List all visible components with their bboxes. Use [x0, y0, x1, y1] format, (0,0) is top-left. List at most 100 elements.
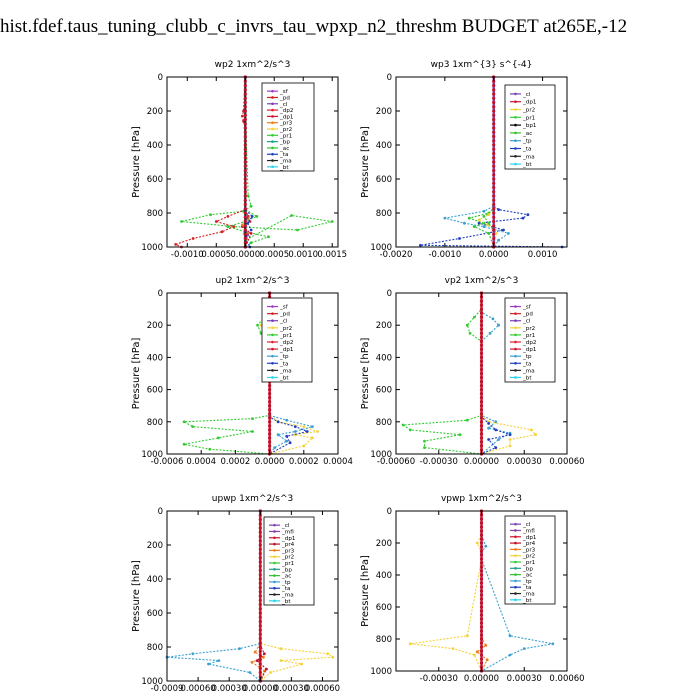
zero-profile-marker [258, 636, 262, 641]
legend-marker [273, 561, 276, 565]
y-tick-label: 200 [376, 321, 392, 331]
y-tick-label: 400 [376, 141, 392, 151]
x-tick-label: -0.0010 [428, 250, 461, 260]
series-point-ta [250, 215, 254, 218]
legend-marker [271, 347, 274, 351]
series-point-tp [482, 209, 486, 213]
series-point-ta [249, 228, 253, 232]
zero-profile-marker [258, 530, 262, 534]
zero-profile-marker [479, 525, 484, 529]
series-point-pr1 [256, 323, 259, 327]
chart-panel-2: wp3 1xm^{3} s^{-4} Pressure [hPa] 0 200 400 6… [360, 60, 568, 260]
x-tick-label: 0.00000 [464, 457, 499, 467]
x-tick-label: 0.00060 [181, 684, 216, 694]
zero-profile-marker [479, 609, 484, 613]
series-line-tp [269, 293, 315, 455]
y-tick-label: 800 [376, 418, 392, 428]
zero-profile-marker [492, 156, 496, 160]
series-line-ta [420, 77, 563, 248]
zero-profile-marker [492, 160, 496, 164]
legend-entry: _ma [279, 368, 292, 374]
series-point-tp [276, 433, 280, 437]
legend-entry: _ta [522, 147, 531, 153]
zero-profile-marker [268, 440, 272, 444]
zero-profile-marker [479, 645, 484, 649]
series-point-ta [494, 446, 498, 449]
y-tick-label: 0 [158, 73, 163, 83]
y-tick-label: 800 [376, 635, 392, 645]
chart-title: wp2 1xm^2/s^3 [215, 60, 291, 70]
series-point-pr3 [241, 223, 244, 227]
zero-profile-marker [492, 105, 496, 109]
zero-profile-marker [258, 675, 262, 679]
zero-profile-marker [258, 624, 262, 628]
y-tick-label: 600 [376, 603, 392, 613]
zero-profile-marker [243, 173, 247, 177]
zero-profile-marker [492, 134, 496, 139]
zero-profile-marker [492, 92, 496, 96]
zero-profile-marker [268, 432, 272, 436]
series-point-tp [487, 426, 490, 430]
zero-profile-marker [243, 215, 247, 219]
y-tick-label: 200 [147, 321, 163, 331]
legend-entry: _pr3 [522, 547, 536, 553]
zero-profile-marker [479, 315, 484, 319]
zero-profile-marker [492, 83, 496, 88]
zero-profile-marker [243, 232, 247, 236]
zero-profile-marker [258, 670, 262, 675]
series-point-pr1 [468, 331, 472, 335]
zero-profile-marker [479, 375, 484, 380]
series-line-tp [480, 511, 553, 672]
legend-marker [273, 568, 276, 571]
series-point-ta [288, 441, 292, 445]
series-point-pr2 [477, 218, 481, 222]
zero-profile-marker [492, 215, 496, 219]
y-tick-label: 0 [387, 73, 392, 83]
series-point-ac [226, 225, 230, 229]
y-tick-label: 400 [376, 353, 392, 363]
legend-entry: _bt [279, 165, 289, 171]
zero-profile-marker [479, 392, 484, 396]
zero-profile-marker [243, 181, 247, 185]
zero-profile-marker [492, 177, 496, 181]
legend-marker [514, 116, 517, 119]
zero-profile-marker [268, 420, 272, 424]
series-point-pd [214, 220, 218, 223]
zero-profile-marker [243, 164, 247, 168]
y-tick-label: 200 [147, 541, 163, 551]
zero-profile-marker [258, 543, 262, 547]
series-point-tp [463, 221, 466, 225]
zero-profile-marker [243, 202, 247, 207]
x-tick-label: -0.0010 [171, 250, 204, 260]
zero-profile-marker [268, 404, 272, 408]
zero-profile-marker [258, 602, 262, 607]
series-point-pr2 [279, 647, 283, 651]
legend-entry: _bt [522, 162, 532, 168]
series-point-pr3 [484, 644, 488, 647]
legend-marker [514, 319, 517, 323]
x-tick-label: 0.0000 [230, 250, 260, 260]
zero-profile-marker [479, 593, 484, 597]
legend-entry: _pr4 [522, 541, 536, 547]
legend-entry: _pr1 [281, 561, 295, 567]
legend-entry: _pd [279, 95, 290, 101]
zero-profile-marker [479, 351, 484, 355]
x-tick-label: 0.0005 [201, 250, 231, 260]
zero-profile-marker [243, 194, 247, 198]
zero-profile-marker [479, 617, 484, 621]
series-point-ac [472, 225, 476, 229]
zero-profile-marker [492, 211, 496, 215]
legend-marker [514, 123, 517, 127]
y-tick-label: 200 [376, 107, 392, 117]
legend-entry: _pr1 [522, 333, 536, 339]
series-point-pr1 [465, 323, 469, 327]
legend-entry: _dp1 [279, 347, 294, 353]
zero-profile-marker [492, 168, 496, 173]
zero-profile-marker [258, 564, 262, 568]
zero-profile-marker [258, 556, 262, 560]
legend-marker [273, 593, 276, 596]
legend-marker [273, 530, 276, 533]
legend-entry: _bp [522, 566, 533, 572]
y-tick-label: 1000 [141, 677, 163, 687]
series-point-pr2 [408, 642, 412, 646]
